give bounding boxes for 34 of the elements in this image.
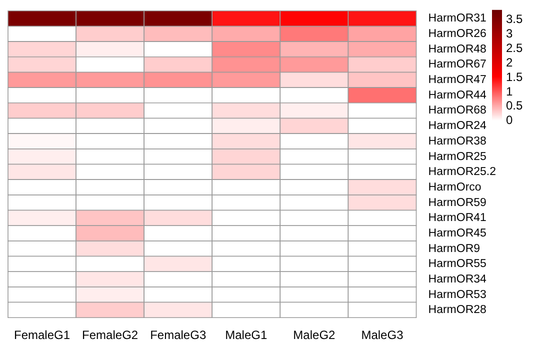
color-bar-label: 1.5 (506, 70, 524, 84)
color-bar-label: 0.5 (506, 98, 524, 113)
y-tick-label: HarmOR41 (428, 212, 486, 224)
y-tick-label: HarmOR67 (428, 58, 486, 71)
y-tick-label: HarmOR26 (428, 28, 486, 40)
y-tick-label: HarmOR53 (428, 288, 486, 301)
y-tick-label: HarmOR48 (428, 43, 486, 56)
y-tick-label: HarmOR25.2 (428, 166, 496, 178)
color-bar-label: 2 (506, 55, 513, 70)
y-tick-label: HarmOR28 (428, 304, 486, 316)
x-tick-label: MaleG3 (361, 328, 404, 342)
color-bar-label: 1 (506, 84, 513, 98)
y-tick-label: HarmOR45 (428, 227, 486, 240)
y-tick-label: HarmOR68 (428, 104, 486, 117)
x-tick-label: MaleG1 (225, 328, 268, 342)
y-tick-label: HarmOR47 (428, 74, 486, 86)
y-tick-label: HarmOR31 (428, 12, 486, 25)
y-tick-label: HarmOrco (428, 181, 482, 194)
color-bar-label: 2.5 (506, 40, 524, 55)
x-tick-label: FemaleG1 (14, 328, 70, 342)
y-tick-label: HarmOR38 (428, 135, 486, 148)
y-tick-label: HarmOR24 (428, 120, 488, 132)
y-tick-label: HarmOR44 (428, 89, 488, 102)
y-tick-label: HarmOR59 (428, 196, 486, 209)
color-bar-label: 0 (506, 113, 513, 128)
y-tick-label: HarmOR55 (428, 258, 486, 270)
color-bar-label: 3.5 (506, 12, 524, 26)
y-tick-label: HarmOR9 (428, 242, 480, 255)
color-bar-label: 3 (506, 26, 513, 40)
x-tick-label: FemaleG3 (150, 328, 206, 342)
y-tick-label: HarmOR34 (428, 273, 488, 286)
x-tick-label: FemaleG2 (82, 328, 138, 342)
y-tick-label: HarmOR25 (428, 150, 486, 163)
x-tick-label: MaleG2 (293, 328, 336, 342)
